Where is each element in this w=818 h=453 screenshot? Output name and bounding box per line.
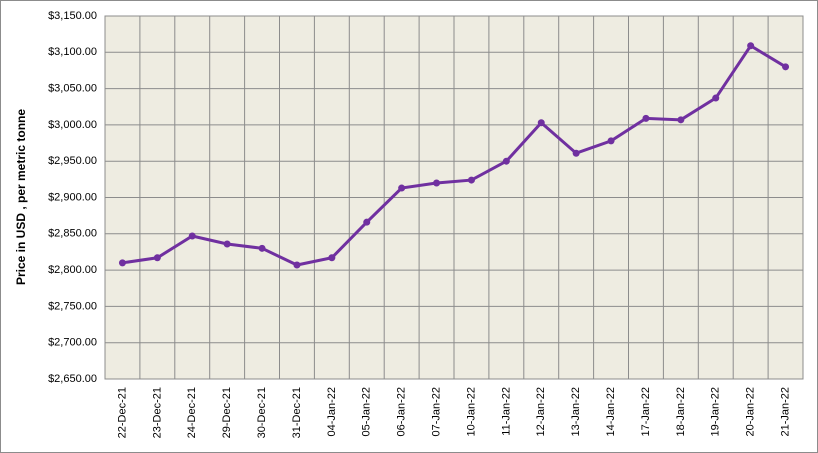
y-tick-label: $2,650.00 <box>48 373 97 385</box>
x-tick-label: 12-Jan-22 <box>535 387 547 437</box>
point <box>677 116 685 124</box>
point <box>433 179 441 187</box>
point <box>607 137 615 145</box>
point <box>258 244 266 252</box>
point <box>712 94 720 102</box>
point <box>398 184 406 192</box>
x-tick-label: 20-Jan-22 <box>745 387 757 437</box>
y-tick-label: $2,700.00 <box>48 337 97 349</box>
point <box>153 254 161 262</box>
point <box>642 114 650 122</box>
x-tick-label: 10-Jan-22 <box>465 387 477 437</box>
point <box>537 119 545 127</box>
x-tick-label: 24-Dec-21 <box>186 387 198 438</box>
y-tick-label: $2,900.00 <box>48 191 97 203</box>
x-tick-label: 23-Dec-21 <box>151 387 163 438</box>
point <box>223 240 231 248</box>
point <box>188 232 196 240</box>
y-tick-label: $3,100.00 <box>48 46 97 58</box>
point <box>118 259 126 267</box>
x-tick-label: 31-Dec-21 <box>291 387 303 438</box>
line <box>122 43 787 267</box>
x-tick-label: 07-Jan-22 <box>430 387 442 437</box>
y-tick-label: $2,750.00 <box>48 300 97 312</box>
x-tick-label: 06-Jan-22 <box>396 387 408 437</box>
y-tick-label: $3,000.00 <box>48 119 97 131</box>
x-tick-label: 13-Jan-22 <box>570 387 582 437</box>
point <box>293 261 301 269</box>
x-tick-label: 17-Jan-22 <box>640 387 652 437</box>
x-tick-label: 04-Jan-22 <box>326 387 338 437</box>
x-tick-label: 22-Dec-21 <box>116 387 128 438</box>
x-tick-label: 30-Dec-21 <box>256 387 268 438</box>
y-tick-label: $2,850.00 <box>48 228 97 240</box>
y-tick-label: $3,050.00 <box>48 83 97 95</box>
x-tick-label: 18-Jan-22 <box>675 387 687 437</box>
point <box>502 157 510 165</box>
x-tick-label: 14-Jan-22 <box>605 387 617 437</box>
x-tick-label: 05-Jan-22 <box>361 387 373 437</box>
y-tick-label: $2,800.00 <box>48 264 97 276</box>
point <box>328 254 336 262</box>
point <box>782 63 790 71</box>
y-tick-label: $2,950.00 <box>48 155 97 167</box>
point <box>572 149 580 157</box>
x-tick-label: 21-Jan-22 <box>779 387 791 437</box>
y-tick-label: $3,150.00 <box>48 10 97 22</box>
point <box>467 176 475 184</box>
point <box>747 42 755 50</box>
y-axis-title: Price in USD , per metric tonne <box>14 109 28 285</box>
x-tick-label: 29-Dec-21 <box>221 387 233 438</box>
point <box>363 218 371 226</box>
x-tick-label: 19-Jan-22 <box>710 387 722 437</box>
x-tick-label: 11-Jan-22 <box>500 387 512 436</box>
